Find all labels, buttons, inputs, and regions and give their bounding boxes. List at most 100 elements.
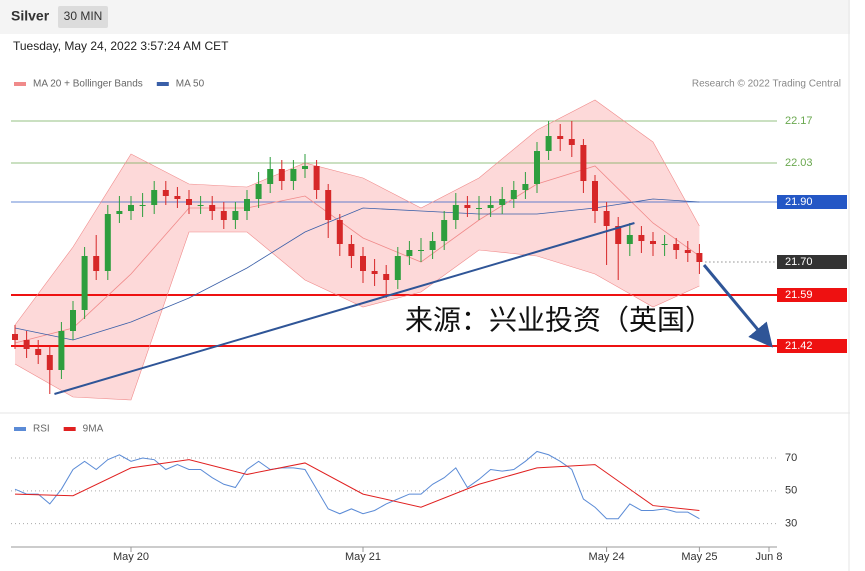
candle-body (46, 355, 53, 370)
price-label-box (777, 288, 847, 302)
bollinger-upper (14, 99, 700, 326)
candle-body (58, 331, 65, 370)
price-label: 22.17 (785, 115, 813, 127)
ma20-line (14, 165, 700, 344)
price-label: 21.59 (785, 289, 813, 301)
price-label: 21.90 (785, 196, 813, 208)
candle-body (220, 211, 227, 220)
price-label-box (777, 255, 847, 269)
y-tick-label: 30 (785, 518, 797, 530)
candle-body (464, 205, 471, 208)
candle-body (290, 169, 297, 181)
legend-label: MA 50 (176, 79, 205, 90)
candle-body (626, 235, 633, 244)
candle-body (615, 226, 622, 244)
candle-body (232, 211, 239, 220)
interval-button[interactable] (58, 6, 108, 28)
candle-body (209, 205, 216, 211)
legend-label: MA 20 + Bollinger Bands (33, 79, 143, 90)
price-label: 22.03 (785, 157, 813, 169)
candle-body (441, 220, 448, 241)
price-label-box (777, 339, 847, 353)
candle-body (568, 139, 575, 145)
candle-body (174, 196, 181, 199)
x-tick-label: May 21 (345, 551, 381, 563)
candle-body (313, 166, 320, 190)
candle-body (186, 199, 192, 205)
candle-body (418, 250, 424, 251)
header-bar (0, 0, 850, 34)
watermark: 来源：兴业投资（英国） (405, 304, 713, 335)
candle-body (696, 253, 703, 262)
candle-body (325, 190, 332, 220)
candle-body (394, 256, 401, 280)
y-tick-label: 50 (785, 485, 797, 497)
candle-body (255, 184, 262, 199)
candle-body (197, 205, 204, 206)
candle-body (557, 136, 564, 139)
price-label: 21.70 (785, 256, 813, 268)
candle-body (267, 169, 274, 184)
price-label: 21.42 (785, 340, 813, 352)
candle-body (534, 151, 540, 184)
candle-body (383, 274, 390, 280)
candle-body (661, 244, 668, 245)
legend-swatch (14, 427, 26, 431)
x-tick-label: May 25 (681, 551, 717, 563)
candle-body (371, 271, 378, 274)
bollinger-band (15, 100, 700, 400)
candle-body (522, 184, 529, 190)
candle-body (93, 256, 100, 271)
candle-body (23, 340, 30, 349)
candle-body (580, 145, 587, 181)
x-tick-label: May 20 (113, 551, 149, 563)
candle-body (510, 190, 517, 199)
candle-body (499, 199, 506, 205)
candle-body (650, 241, 656, 244)
candle-body (336, 220, 343, 244)
candle-body (81, 256, 88, 310)
candle-body (116, 211, 123, 214)
candle-body (638, 235, 645, 241)
legend-swatch (14, 82, 26, 86)
candle-body (302, 166, 308, 169)
rsi-line (14, 459, 700, 511)
legend-label: 9MA (83, 424, 104, 435)
candle-body (104, 214, 111, 271)
candle-body (70, 310, 76, 331)
candle-body (139, 205, 146, 206)
candle-body (487, 205, 494, 208)
candle-body (35, 349, 42, 355)
legend-label: RSI (33, 424, 50, 435)
candle-body (429, 241, 436, 250)
candle-body (128, 205, 134, 211)
legend-swatch (156, 82, 169, 86)
candle-body (360, 256, 366, 271)
legend-swatch (63, 427, 76, 431)
candle-body (545, 136, 552, 151)
forecast-arrow (702, 264, 773, 348)
x-tick-label: May 24 (589, 551, 625, 563)
candle-body (406, 250, 413, 256)
candle-body (348, 244, 355, 256)
candle-body (244, 199, 250, 211)
candle-body (12, 334, 18, 340)
candle-body (684, 250, 691, 253)
candle-body (673, 244, 680, 250)
source-credit: Research © 2022 Trading Central (692, 79, 841, 90)
timestamp: Tuesday, May 24, 2022 3:57:24 AM CET (13, 39, 229, 53)
price-label-box (777, 195, 847, 209)
candle-body (162, 190, 169, 196)
candle-body (278, 169, 285, 181)
rsi-line (14, 450, 700, 520)
candle-body (452, 205, 459, 220)
bollinger-lower (14, 231, 700, 401)
candle-body (151, 190, 158, 205)
x-tick-label: Jun 8 (756, 551, 783, 563)
interval-label[interactable]: 30 MIN (64, 9, 103, 23)
trendline (54, 222, 635, 395)
instrument-title: Silver (11, 8, 50, 24)
candle-body (476, 208, 482, 209)
candle-body (603, 211, 610, 226)
